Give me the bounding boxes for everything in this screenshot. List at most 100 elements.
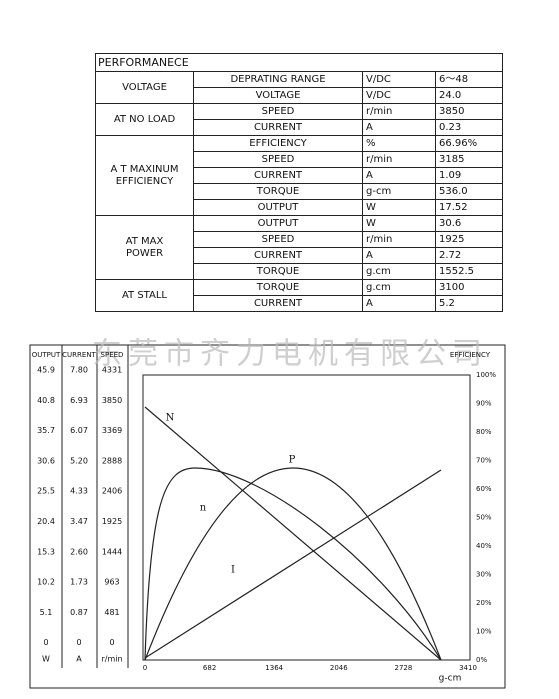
table-row: AT NO LOAD SPEED r/min 3850 [95, 103, 503, 136]
column-header: SPEED [101, 351, 124, 359]
cell-item: VOLTAGE [193, 87, 363, 104]
left-axis-value: 45.9 [37, 366, 55, 375]
x-axis-tick: 682 [203, 664, 216, 672]
cell-unit: W [362, 199, 436, 216]
left-axis-value: 25.5 [37, 487, 55, 496]
left-axis-value: 1444 [102, 547, 122, 556]
curve-label: N [166, 413, 175, 424]
x-axis-tick: 2728 [394, 664, 412, 672]
cell-item: CURRENT [193, 119, 363, 136]
table-row: TORQUE g.cm 1552.5 [96, 263, 503, 280]
cell-val: 24.0 [435, 87, 503, 104]
cell-item: EFFICIENCY [193, 135, 363, 152]
column-header: OUTPUT [32, 351, 61, 359]
left-axis-value: 0 [109, 638, 114, 647]
cell-item: SPEED [193, 231, 363, 248]
cell-val: 17.52 [435, 199, 503, 216]
cell-unit: r/min [362, 151, 436, 168]
left-axis-value: 6.93 [70, 396, 88, 405]
cell-item: TORQUE [193, 279, 363, 296]
right-axis-tick: 90% [476, 400, 492, 408]
group-label: AT MAX POWER [95, 215, 194, 280]
left-axis-value: 481 [104, 608, 119, 617]
cell-val: 1552.5 [435, 263, 503, 280]
cell-unit: A [362, 247, 436, 264]
plot-frame [142, 374, 471, 661]
cell-item: CURRENT [193, 295, 363, 312]
left-axis-value: 0 [43, 638, 48, 647]
cell-val: 1.09 [435, 167, 503, 184]
left-axis-value: 2888 [102, 456, 122, 465]
table-row: A T MAXINUM EFFICIENCY EFFICIENCY% 66.96% [95, 135, 503, 216]
curve-label: n [200, 503, 207, 514]
cell-val: 1925 [435, 231, 503, 248]
group-label-line: EFFICIENCY [115, 175, 174, 187]
cell-val: 0.23 [435, 119, 503, 136]
watermark: 东莞市齐力电机有限公司 [92, 337, 488, 372]
left-axis-value: 3369 [102, 426, 122, 435]
left-axis-value: 1.73 [70, 578, 88, 587]
curve-label: P [289, 455, 296, 466]
x-axis-tick: 1364 [265, 664, 283, 672]
right-axis-tick: 40% [476, 542, 492, 550]
left-axis-unit: A [76, 655, 82, 664]
right-axis-tick: 60% [476, 485, 492, 493]
cell-val: 2.72 [435, 247, 503, 264]
cell-item: TORQUE [193, 183, 363, 200]
right-axis-tick: 70% [476, 457, 492, 465]
cell-unit: A [362, 295, 436, 312]
left-axis-unit: r/min [101, 655, 122, 664]
table-row: VOLTAGE V/DC 24.0 [96, 87, 503, 104]
cell-item: DEPRATING RANGE [193, 71, 363, 88]
table-row: SPEED r/min 3185 [96, 151, 503, 168]
left-axis-value: 35.7 [37, 426, 55, 435]
cell-unit: % [362, 135, 436, 152]
cell-unit: g.cm [362, 279, 436, 296]
chart-frame [29, 344, 506, 689]
cell-item: OUTPUT [193, 199, 363, 216]
table-row: CURRENT A 5.2 [96, 295, 503, 312]
left-axis-value: 3.47 [70, 517, 88, 526]
table-row: OUTPUT W 17.52 [96, 199, 503, 216]
left-axis-value: 2406 [102, 487, 122, 496]
title-row: PERFORMANECE [95, 53, 503, 72]
cell-item: SPEED [193, 151, 363, 168]
left-axis-value: 2.60 [70, 547, 88, 556]
column-header: CURRENT [62, 351, 96, 359]
efficiency-curve [144, 467, 442, 661]
group-label-line: AT NO LOAD [113, 113, 176, 125]
group-label: A T MAXINUM EFFICIENCY [95, 135, 194, 216]
group-label-line: VOLTAGE [122, 81, 167, 93]
cell-val: 3850 [435, 103, 503, 120]
cell-unit: W [362, 215, 436, 232]
power-curve [144, 467, 442, 661]
cell-unit: A [362, 119, 436, 136]
right-axis-tick: 10% [476, 628, 492, 636]
speed-curve [144, 406, 442, 661]
cell-val: 30.6 [435, 215, 503, 232]
left-axis-value: 15.3 [37, 547, 55, 556]
x-axis-unit: g-cm [439, 674, 462, 684]
cell-unit: V/DC [362, 87, 436, 104]
group-label: AT NO LOAD [95, 103, 194, 136]
cell-val: 6～48 [435, 71, 503, 88]
right-axis-tick: 20% [476, 599, 492, 607]
left-axis-value: 7.80 [70, 366, 88, 375]
left-axis-value: 6.07 [70, 426, 88, 435]
cell-item: OUTPUT [193, 215, 363, 232]
current-curve [144, 469, 442, 659]
cell-item: CURRENT [193, 167, 363, 184]
right-axis-tick: 80% [476, 428, 492, 436]
cell-val: 5.2 [435, 295, 503, 312]
left-axis-value: 4331 [102, 366, 122, 375]
left-axis-value: 10.2 [37, 578, 55, 587]
left-axis-value: 963 [104, 578, 119, 587]
right-axis-tick: 100% [476, 371, 496, 379]
group-label-line: AT STALL [121, 289, 167, 301]
left-axis-value: 0 [76, 638, 81, 647]
right-axis-tick: 30% [476, 571, 492, 579]
cell-item: TORQUE [193, 263, 363, 280]
table-row: SPEED r/min 1925 [96, 231, 503, 248]
